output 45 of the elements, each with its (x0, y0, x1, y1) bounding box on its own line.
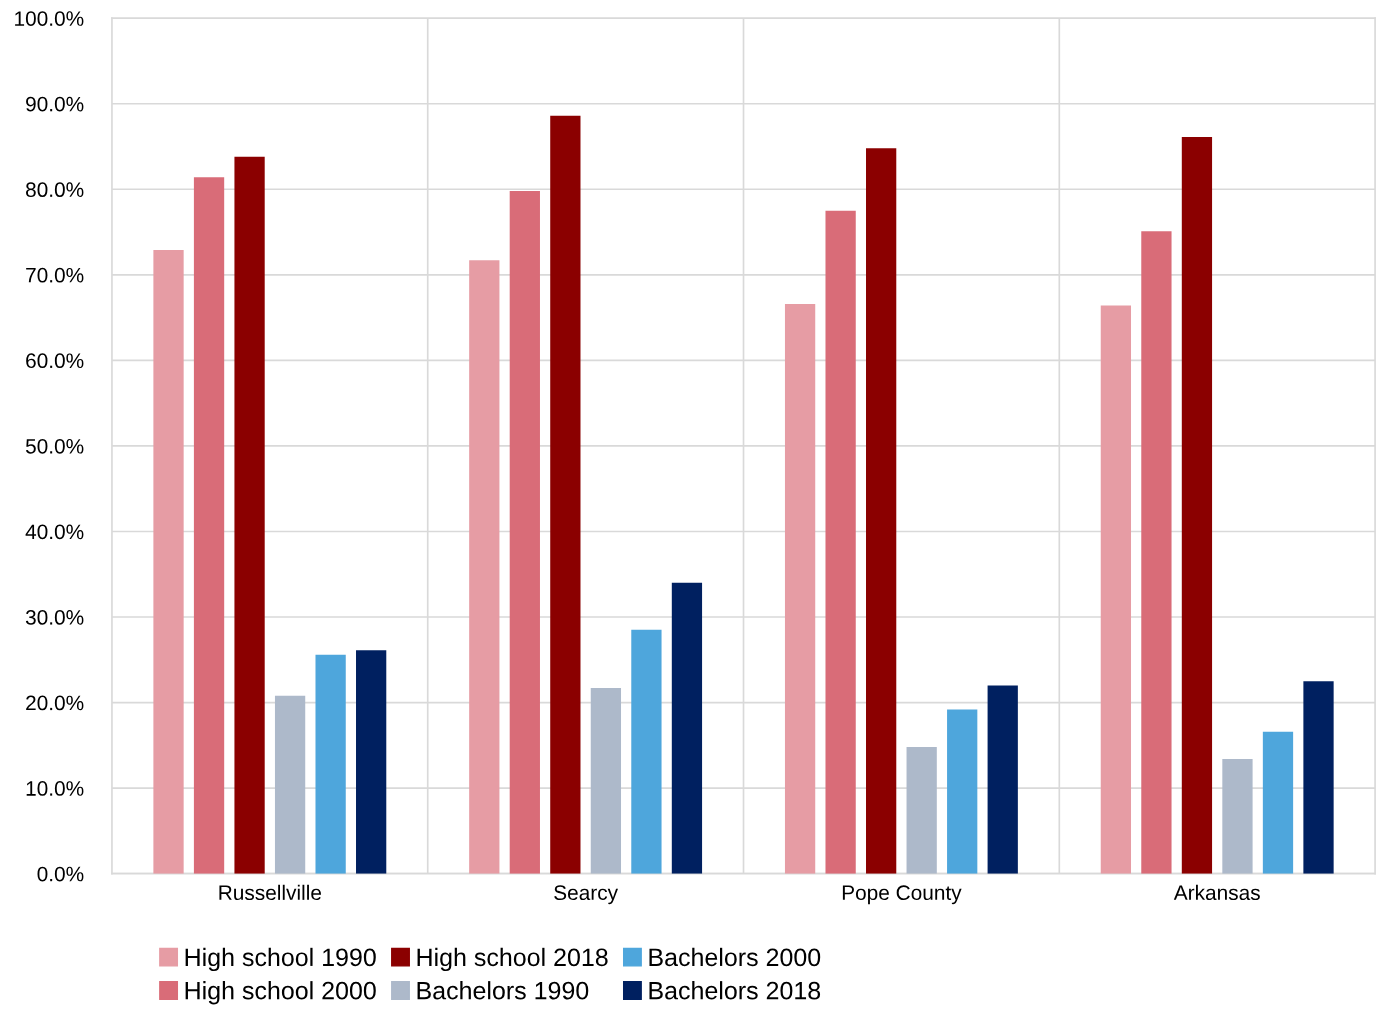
x-tick-label: Russellville (219, 884, 322, 901)
y-tick-label: 0.0% (37, 866, 84, 882)
y-tick-label: 40.0% (25, 524, 84, 540)
bar (356, 650, 387, 874)
legend-label: Bachelors 2000 (649, 947, 821, 967)
y-tick-label: 100.0% (15, 11, 84, 26)
bar (784, 303, 816, 874)
y-tick-label: 80.0% (26, 182, 84, 198)
y-tick-label: 90.0% (26, 96, 84, 112)
y-tick-label: 60.0% (26, 353, 84, 369)
bar (1262, 731, 1294, 874)
bar (906, 747, 937, 874)
y-tick-label: 20.0% (26, 695, 84, 711)
bar (987, 685, 1018, 874)
bar (1303, 681, 1334, 874)
bar (1141, 231, 1172, 874)
y-tick-label: 10.0% (26, 781, 84, 796)
legend-label: Bachelors 2018 (649, 981, 821, 1000)
bar (193, 177, 225, 874)
bar (315, 654, 346, 874)
y-tick-label: 50.0% (25, 438, 84, 454)
bar (153, 250, 184, 874)
bar (509, 190, 540, 874)
bar (1181, 137, 1213, 874)
x-tick-label: Searcy (554, 885, 618, 905)
x-tick-label: Pope County (842, 885, 962, 905)
bar (671, 582, 703, 874)
bar (631, 629, 662, 874)
legend-label: High school 2000 (185, 981, 376, 1005)
legend-label: High school 2018 (417, 947, 608, 972)
bar (947, 709, 978, 874)
bar (866, 148, 897, 874)
bar (550, 115, 581, 874)
bar (234, 156, 265, 874)
bar (469, 260, 500, 874)
bar (1100, 305, 1132, 874)
bar (825, 210, 856, 874)
legend-label: Bachelors 1990 (417, 981, 589, 1000)
bar (1222, 759, 1253, 874)
bar (274, 695, 306, 874)
x-tick-label: Arkansas (1173, 884, 1260, 901)
legend-label: High school 1990 (185, 947, 376, 972)
y-tick-label: 30.0% (25, 610, 84, 625)
bar (590, 688, 622, 874)
y-tick-label: 70.0% (26, 267, 84, 283)
